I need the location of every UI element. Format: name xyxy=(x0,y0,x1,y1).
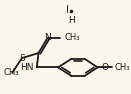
Text: I: I xyxy=(66,5,69,15)
Text: O: O xyxy=(102,63,108,72)
Text: HN: HN xyxy=(20,63,34,72)
Text: CH₃: CH₃ xyxy=(3,67,19,77)
Text: H: H xyxy=(68,16,75,25)
Text: S: S xyxy=(19,54,25,63)
Text: N: N xyxy=(44,33,51,42)
Text: CH₃: CH₃ xyxy=(115,63,130,72)
Text: CH₃: CH₃ xyxy=(65,33,80,42)
